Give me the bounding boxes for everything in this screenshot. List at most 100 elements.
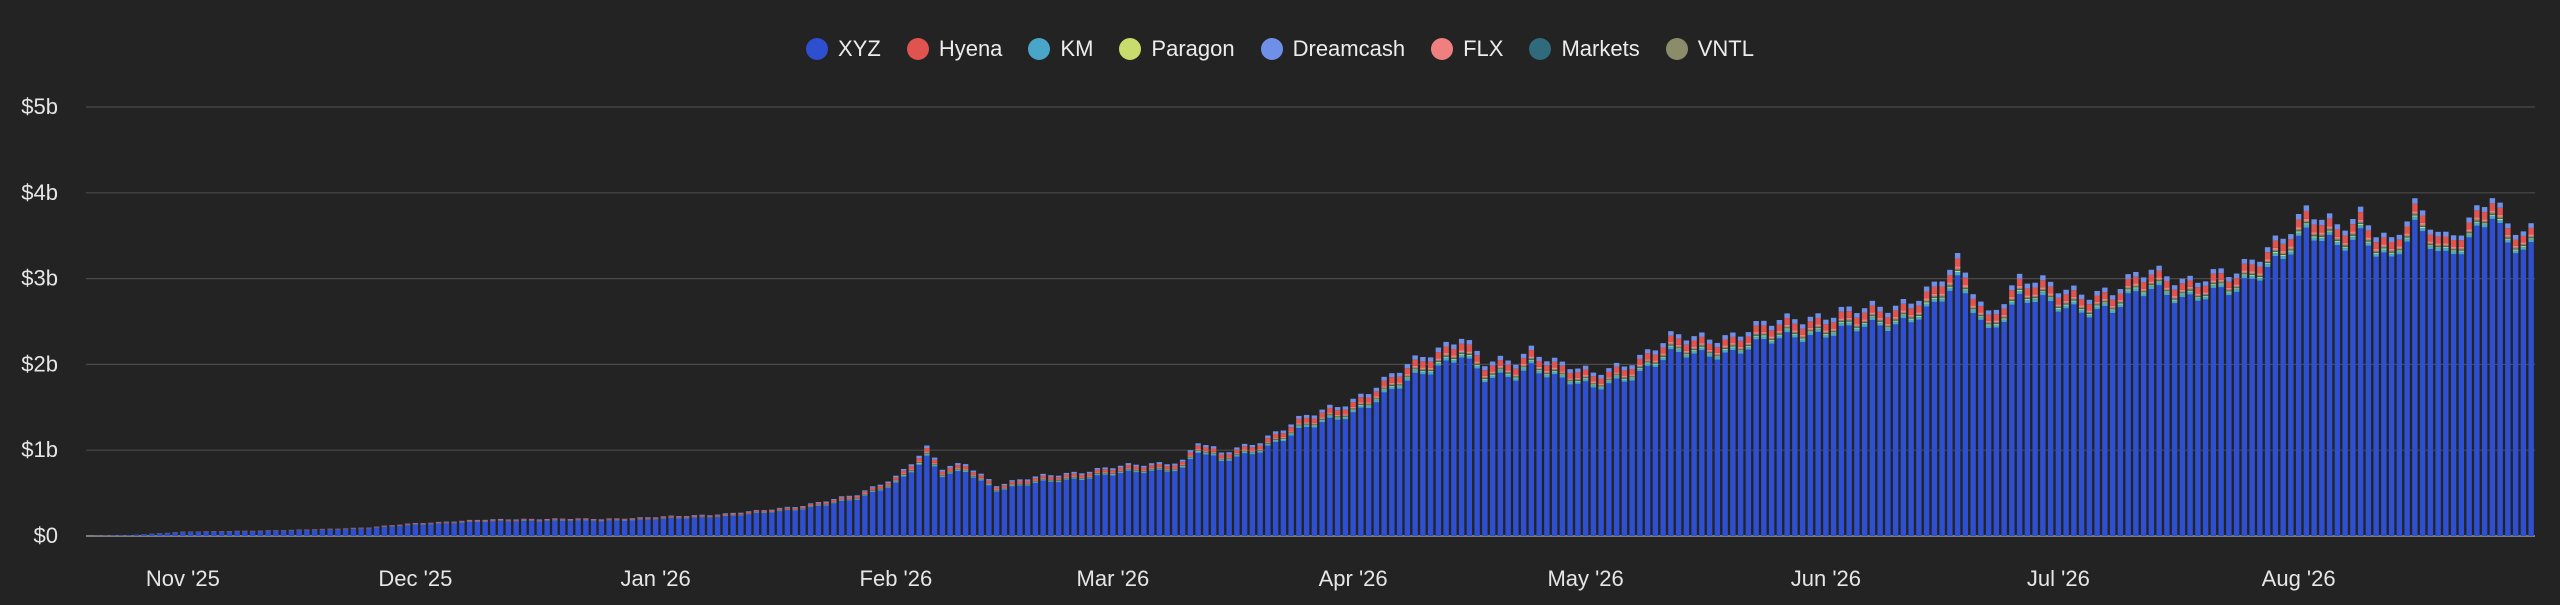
bar[interactable]: [466, 519, 473, 536]
bar[interactable]: [211, 531, 217, 536]
bar[interactable]: [1978, 301, 1984, 536]
bar[interactable]: [1807, 316, 1814, 536]
bar[interactable]: [304, 529, 310, 536]
bar[interactable]: [110, 535, 116, 536]
bar[interactable]: [2218, 268, 2224, 536]
bar[interactable]: [1854, 313, 1860, 536]
legend-item-km[interactable]: KM: [1028, 36, 1093, 62]
bar[interactable]: [133, 534, 140, 536]
bar[interactable]: [2288, 234, 2294, 536]
bar[interactable]: [1900, 298, 1907, 536]
bar[interactable]: [1737, 336, 1744, 536]
bar[interactable]: [1195, 443, 1201, 536]
bar[interactable]: [2210, 269, 2217, 536]
bar[interactable]: [397, 524, 403, 536]
bar[interactable]: [970, 470, 977, 536]
bar[interactable]: [660, 516, 667, 536]
bar[interactable]: [257, 530, 264, 536]
bar[interactable]: [1071, 471, 1077, 536]
bar[interactable]: [2071, 285, 2077, 536]
bar[interactable]: [156, 533, 163, 536]
bar[interactable]: [869, 486, 876, 536]
bar[interactable]: [1892, 305, 1899, 536]
bar[interactable]: [1606, 368, 1612, 536]
bar[interactable]: [862, 490, 868, 536]
bar[interactable]: [1365, 394, 1372, 536]
bar[interactable]: [296, 529, 302, 537]
bar[interactable]: [226, 531, 233, 536]
bar[interactable]: [1024, 479, 1031, 536]
bar[interactable]: [1203, 445, 1209, 536]
bar[interactable]: [1869, 300, 1876, 536]
bar[interactable]: [2396, 234, 2403, 537]
bar[interactable]: [1567, 369, 1573, 536]
bar[interactable]: [776, 507, 783, 536]
bar[interactable]: [2009, 285, 2015, 536]
legend-item-flx[interactable]: FLX: [1431, 36, 1503, 62]
bar[interactable]: [738, 512, 744, 536]
bar[interactable]: [614, 518, 620, 536]
bar[interactable]: [1621, 366, 1628, 536]
bar[interactable]: [2001, 304, 2007, 536]
bar[interactable]: [2388, 237, 2395, 536]
bar[interactable]: [1885, 312, 1891, 536]
bar[interactable]: [637, 517, 643, 536]
bar[interactable]: [2357, 206, 2364, 537]
bar[interactable]: [2497, 202, 2503, 536]
bar[interactable]: [1923, 286, 1930, 536]
bar[interactable]: [2040, 275, 2046, 536]
bar[interactable]: [319, 528, 326, 536]
bar[interactable]: [2326, 213, 2333, 536]
bar[interactable]: [435, 521, 442, 536]
bar[interactable]: [1544, 361, 1550, 536]
bar[interactable]: [2528, 223, 2534, 536]
bar[interactable]: [2489, 198, 2496, 536]
bar[interactable]: [1396, 372, 1403, 536]
bar[interactable]: [141, 534, 147, 536]
bar[interactable]: [1613, 362, 1620, 536]
bar[interactable]: [242, 530, 248, 536]
bar[interactable]: [1148, 463, 1155, 536]
bar[interactable]: [358, 527, 364, 536]
bar[interactable]: [2458, 235, 2465, 536]
bar[interactable]: [993, 486, 1000, 536]
bar[interactable]: [668, 515, 674, 536]
bar[interactable]: [536, 519, 543, 536]
bar[interactable]: [1691, 336, 1697, 536]
bar[interactable]: [2474, 205, 2480, 536]
bar[interactable]: [1110, 468, 1116, 536]
bar[interactable]: [885, 481, 891, 536]
bar[interactable]: [288, 529, 295, 536]
bar[interactable]: [1164, 464, 1170, 536]
bar[interactable]: [164, 532, 171, 536]
bar[interactable]: [2443, 231, 2449, 536]
bar[interactable]: [559, 518, 566, 536]
bar[interactable]: [1753, 321, 1759, 536]
bar[interactable]: [1489, 361, 1496, 536]
bar[interactable]: [2481, 207, 2488, 536]
bar[interactable]: [1931, 281, 1938, 536]
bar[interactable]: [420, 523, 426, 536]
bar[interactable]: [1040, 473, 1046, 536]
bar[interactable]: [1443, 341, 1449, 536]
bar[interactable]: [1226, 452, 1232, 536]
bar[interactable]: [172, 532, 178, 536]
bar[interactable]: [2419, 210, 2426, 536]
bar[interactable]: [877, 484, 884, 536]
bar[interactable]: [2171, 285, 2178, 536]
bar[interactable]: [1815, 313, 1821, 536]
bar[interactable]: [955, 463, 961, 536]
bar[interactable]: [2024, 283, 2031, 536]
bar[interactable]: [1420, 357, 1426, 536]
bar[interactable]: [1768, 325, 1775, 536]
bar[interactable]: [1272, 431, 1279, 536]
bar[interactable]: [1962, 272, 1969, 536]
bar[interactable]: [1280, 430, 1287, 537]
bar[interactable]: [2233, 273, 2240, 536]
bar[interactable]: [1342, 406, 1349, 536]
bar[interactable]: [1792, 319, 1798, 536]
bar[interactable]: [2365, 225, 2372, 536]
bar[interactable]: [1598, 374, 1604, 536]
bar[interactable]: [1063, 472, 1070, 536]
bar[interactable]: [606, 518, 612, 536]
